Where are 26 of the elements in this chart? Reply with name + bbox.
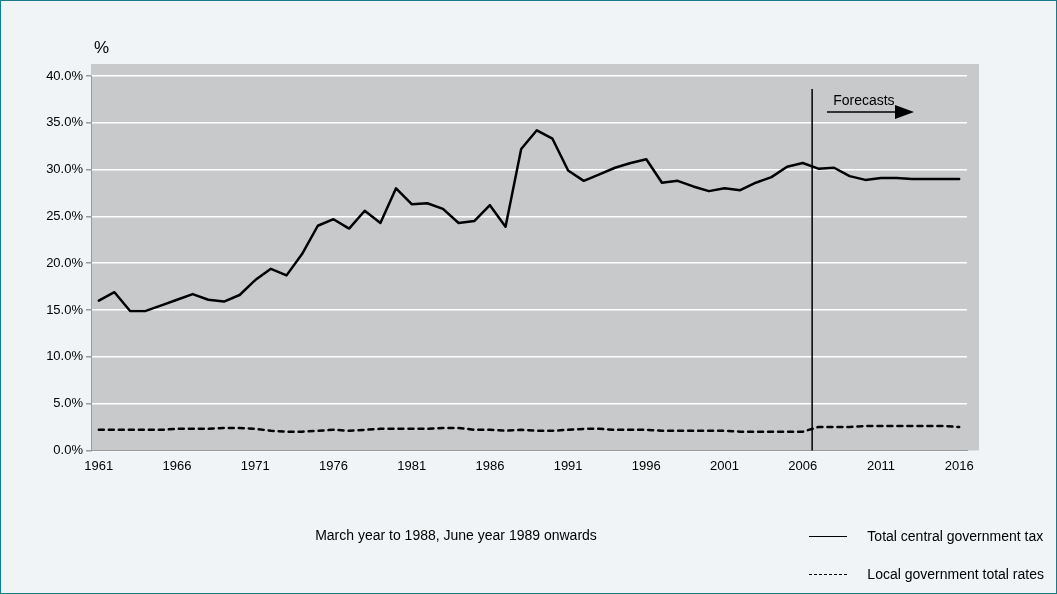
- y-tick-label: 5.0%: [53, 395, 84, 411]
- y-tick-label: 35.0%: [46, 114, 84, 130]
- y-tick-label: 40.0%: [46, 67, 84, 83]
- x-tick-label: 2001: [710, 457, 739, 473]
- x-tick-label: 1996: [631, 457, 661, 473]
- x-axis-title: March year to 1988, June year 1989 onwards: [315, 527, 597, 543]
- x-tick-label: 1986: [475, 457, 505, 473]
- y-tick-label: 0.0%: [53, 441, 84, 457]
- y-tick-label: 10.0%: [46, 348, 84, 364]
- x-tick-label: 1971: [240, 457, 270, 473]
- y-tick-label: 25.0%: [46, 207, 84, 223]
- x-tick-label: 2016: [944, 457, 974, 473]
- x-tick-label: 2011: [866, 457, 895, 473]
- y-tick-label: 15.0%: [46, 301, 84, 317]
- y-tick-label: 30.0%: [46, 161, 84, 177]
- ref-line-label: Forecasts: [833, 91, 895, 108]
- legend-label: Local government total rates: [867, 566, 1044, 582]
- x-tick-label: 1961: [84, 457, 114, 473]
- x-tick-label: 2006: [788, 457, 818, 473]
- legend-label: Total central government tax: [867, 528, 1044, 544]
- x-tick-label: 1976: [319, 457, 348, 473]
- y-tick-label: 20.0%: [46, 254, 84, 270]
- x-tick-label: 1966: [162, 457, 192, 473]
- x-tick-label: 1991: [553, 457, 583, 473]
- x-tick-label: 1981: [397, 457, 427, 473]
- y-axis-title: %: [94, 38, 110, 58]
